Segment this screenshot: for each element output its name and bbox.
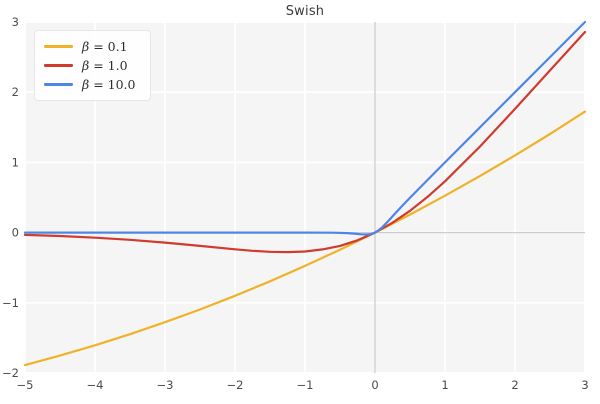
y-tick-label: 0: [12, 226, 19, 240]
legend-entry: β = 1.0: [44, 56, 136, 75]
legend-entry: β = 0.1: [44, 37, 136, 56]
legend: β = 0.1 β = 1.0 β = 10.0: [34, 30, 151, 101]
legend-label: β = 1.0: [82, 58, 128, 73]
legend-line-swatch: [44, 83, 73, 86]
x-tick-label: −5: [17, 378, 34, 392]
y-tick-label: 1: [12, 155, 19, 169]
x-tick-label: 1: [441, 378, 448, 392]
curve-β=10.0: [23, 20, 587, 236]
legend-label: β = 10.0: [82, 77, 136, 92]
legend-line-swatch: [44, 64, 73, 67]
x-tick-label: −1: [297, 378, 314, 392]
x-tick-label: −2: [227, 378, 244, 392]
y-tick-label: −1: [2, 296, 19, 310]
x-tick-label: −3: [157, 378, 174, 392]
chart-title: Swish: [285, 4, 325, 19]
x-tick-label: −4: [87, 378, 104, 392]
legend-label: β = 0.1: [82, 39, 128, 54]
legend-entry: β = 10.0: [44, 75, 136, 94]
curve-β=0.1: [23, 110, 587, 367]
y-tick-label: 2: [12, 85, 19, 99]
x-tick-label: 0: [371, 378, 378, 392]
curve-β=1.0: [23, 30, 587, 254]
y-tick-label: −2: [2, 366, 19, 380]
y-tick-label: 3: [12, 15, 19, 29]
x-tick-label: 3: [581, 378, 588, 392]
legend-line-swatch: [44, 45, 73, 48]
x-tick-label: 2: [511, 378, 518, 392]
